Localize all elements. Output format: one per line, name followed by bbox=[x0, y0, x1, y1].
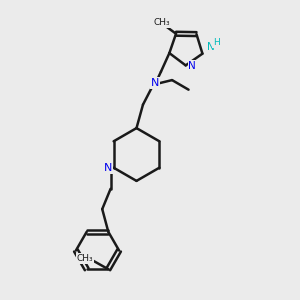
Text: N: N bbox=[207, 42, 215, 52]
Text: N: N bbox=[188, 61, 196, 71]
Text: H: H bbox=[213, 38, 220, 47]
Text: N: N bbox=[104, 163, 112, 173]
Text: CH₃: CH₃ bbox=[153, 18, 170, 27]
Text: CH₃: CH₃ bbox=[76, 254, 93, 263]
Text: N: N bbox=[151, 78, 159, 88]
